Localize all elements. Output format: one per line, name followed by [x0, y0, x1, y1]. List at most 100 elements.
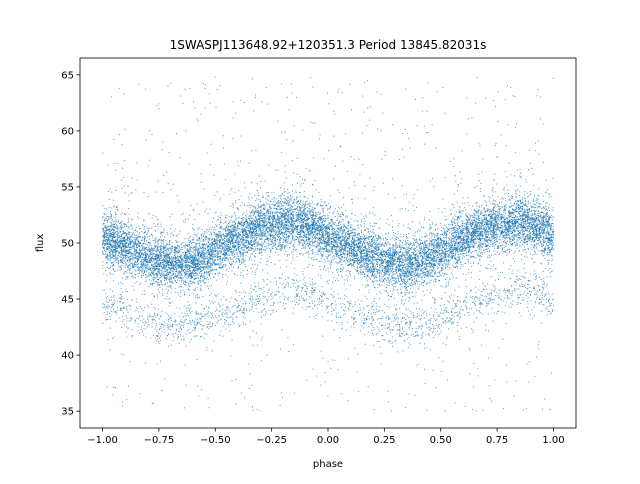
- data-point: [222, 259, 224, 261]
- data-point: [550, 247, 552, 249]
- data-point: [527, 200, 529, 202]
- data-point: [518, 217, 520, 219]
- data-point: [157, 244, 159, 246]
- data-point: [242, 245, 244, 247]
- data-point: [168, 272, 170, 274]
- data-point: [274, 230, 276, 232]
- data-point: [482, 231, 484, 233]
- data-point: [359, 268, 361, 270]
- data-point: [351, 228, 353, 230]
- data-point: [427, 255, 429, 257]
- data-point: [524, 218, 526, 220]
- data-point: [461, 226, 463, 228]
- data-point: [261, 214, 263, 216]
- data-point: [127, 266, 129, 268]
- data-point: [293, 214, 295, 216]
- data-point: [114, 211, 116, 213]
- data-point: [236, 261, 238, 263]
- data-point: [457, 235, 459, 237]
- data-point: [493, 218, 495, 220]
- data-point: [296, 227, 298, 229]
- data-point: [303, 218, 305, 220]
- data-point: [149, 238, 151, 240]
- data-point: [426, 289, 428, 291]
- data-point: [444, 256, 446, 258]
- data-point: [437, 267, 439, 269]
- data-point: [306, 197, 308, 199]
- data-point: [322, 227, 324, 229]
- data-point: [161, 259, 163, 261]
- data-point: [279, 237, 281, 239]
- data-point: [452, 276, 454, 278]
- data-point: [190, 282, 192, 284]
- data-point: [399, 251, 401, 253]
- data-point: [453, 219, 455, 221]
- data-point: [533, 218, 535, 220]
- data-point: [304, 212, 306, 214]
- data-point: [442, 255, 444, 257]
- data-point: [426, 245, 428, 247]
- data-point: [263, 243, 265, 245]
- data-point: [546, 213, 548, 215]
- data-point: [424, 248, 426, 250]
- data-point: [439, 250, 441, 252]
- data-point: [307, 236, 309, 238]
- data-point: [157, 257, 159, 259]
- data-point: [184, 262, 186, 264]
- data-point: [444, 258, 446, 260]
- data-point: [345, 232, 347, 234]
- data-point: [378, 283, 380, 285]
- data-point: [364, 230, 366, 232]
- data-point: [283, 246, 285, 248]
- data-point: [324, 234, 326, 236]
- data-point: [232, 235, 234, 237]
- data-point: [269, 234, 271, 235]
- data-point: [446, 263, 448, 265]
- data-point: [311, 207, 313, 209]
- data-point: [151, 257, 153, 259]
- data-point: [448, 253, 450, 255]
- data-point: [311, 215, 313, 216]
- data-point: [286, 213, 288, 215]
- data-point: [121, 243, 123, 245]
- data-point: [112, 236, 114, 238]
- data-point: [373, 267, 375, 269]
- data-point: [231, 253, 233, 255]
- data-point: [345, 241, 347, 243]
- data-point: [506, 203, 508, 205]
- data-point: [371, 262, 373, 264]
- data-point: [416, 238, 418, 240]
- data-point: [406, 275, 408, 277]
- data-point: [391, 251, 393, 253]
- data-point: [397, 246, 399, 248]
- data-point: [327, 260, 329, 262]
- data-point: [258, 213, 260, 215]
- data-point: [269, 218, 271, 220]
- data-point: [121, 251, 123, 253]
- data-point: [472, 216, 474, 218]
- data-point: [360, 257, 362, 259]
- data-point: [377, 244, 379, 246]
- data-point: [377, 252, 379, 254]
- data-point: [111, 238, 113, 240]
- data-point: [110, 242, 112, 244]
- data-point: [433, 272, 435, 274]
- data-point: [438, 279, 440, 281]
- data-point: [459, 239, 461, 241]
- data-point: [323, 248, 324, 250]
- data-point: [240, 240, 242, 242]
- data-point: [128, 217, 130, 219]
- data-point: [552, 209, 554, 211]
- data-point: [220, 245, 222, 247]
- data-point: [415, 270, 417, 272]
- data-point: [423, 267, 425, 269]
- data-point: [196, 235, 198, 237]
- data-point: [466, 244, 468, 246]
- data-point: [525, 228, 527, 230]
- data-point: [378, 243, 380, 245]
- data-point: [485, 235, 487, 237]
- data-point: [154, 244, 156, 246]
- data-point: [380, 264, 382, 266]
- data-point: [475, 233, 477, 235]
- data-point: [258, 244, 260, 246]
